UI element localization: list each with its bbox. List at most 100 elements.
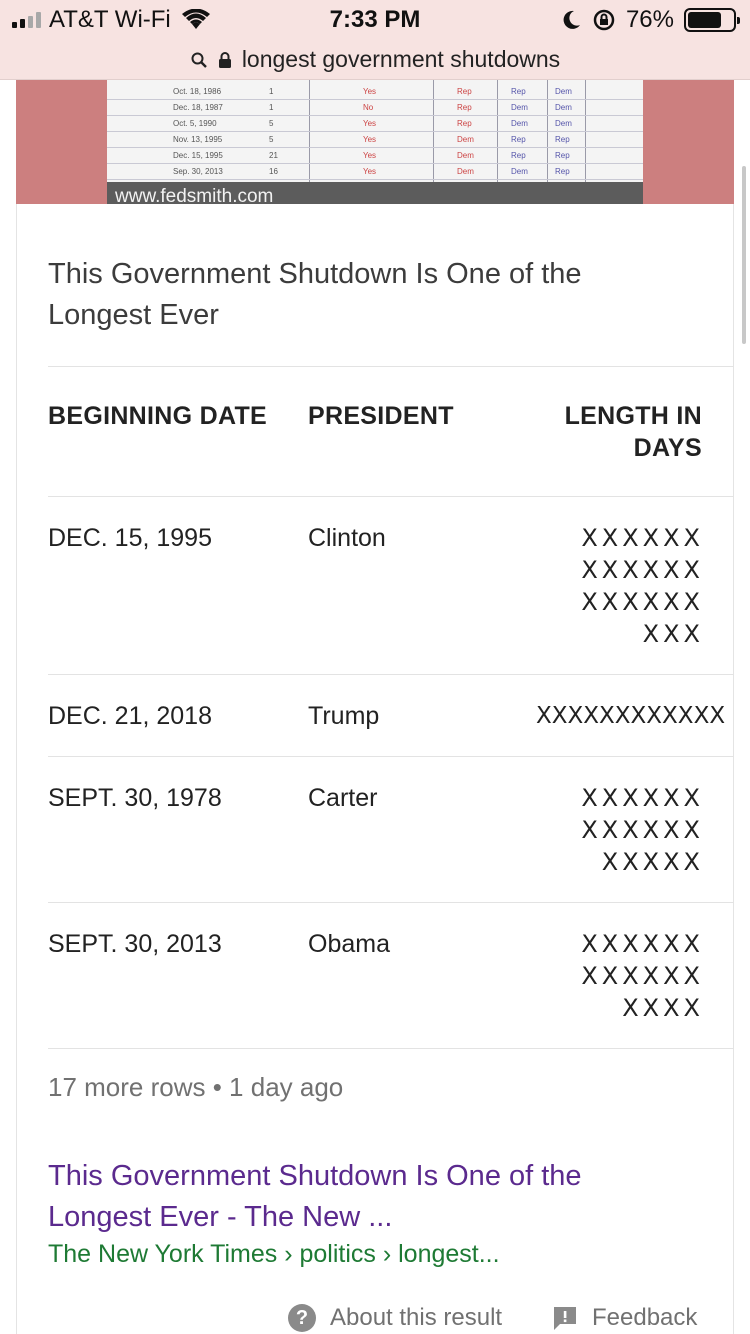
x-line: XXXXXX xyxy=(581,816,704,844)
x-line: XXXXXX xyxy=(581,930,704,958)
signal-icon xyxy=(12,12,41,28)
thumb-cell: Yes xyxy=(363,119,377,128)
row-date: DEC. 21, 2018 xyxy=(48,702,212,730)
url-text: longest government shutdowns xyxy=(241,46,561,72)
status-right: 76% xyxy=(560,6,740,34)
help-icon: ? xyxy=(288,1304,316,1332)
thumb-row: Oct. 5, 1990 5 Yes Rep Dem Dem xyxy=(107,116,643,132)
thumb-cell: Dem xyxy=(511,167,528,176)
divider xyxy=(48,1048,734,1049)
thumb-cell: Rep xyxy=(555,135,570,144)
row-date: DEC. 15, 1995 xyxy=(48,524,212,552)
thumb-cell: Dem xyxy=(555,87,572,96)
thumb-cell: Sep. 30, 2013 xyxy=(173,167,223,176)
thumb-row: Sep. 30, 2013 16 Yes Dem Dem Rep xyxy=(107,164,643,180)
row-president: Clinton xyxy=(308,524,386,552)
thumb-cell: Yes xyxy=(363,135,377,144)
thumb-cell: Rep xyxy=(511,151,526,160)
row-length-clip: XXXXXXXXXXXX xyxy=(536,700,734,732)
x-line: XXXXXX xyxy=(581,588,704,616)
divider xyxy=(48,756,734,757)
x-line: XXXX xyxy=(622,994,704,1022)
url-bar[interactable]: longest government shutdowns xyxy=(0,40,750,80)
thumb-cell: 21 xyxy=(269,151,278,160)
clock: 7:33 PM xyxy=(329,6,421,33)
thumb-cell: Yes xyxy=(363,167,377,176)
thumb-row: Oct. 18, 1986 1 Yes Rep Rep Dem xyxy=(107,84,643,100)
status-left: AT&T Wi-Fi xyxy=(12,6,211,34)
x-line: XXXXX xyxy=(601,848,704,876)
thumb-cell: 5 xyxy=(269,135,274,144)
battery-icon xyxy=(684,8,740,32)
result-image[interactable]: Oct. 18, 1986 1 Yes Rep Rep Dem Dec. 18, 1987 1… xyxy=(16,80,734,204)
thumb-cell: Yes xyxy=(363,87,377,96)
x-line: XXXXXX xyxy=(581,524,704,552)
row-date: SEPT. 30, 1978 xyxy=(48,784,222,812)
row-length-bar: XXXXXX XXXXXX XXXX xyxy=(581,928,704,1024)
thumb-cell: Dem xyxy=(457,167,474,176)
thumb-cell: Dem xyxy=(555,119,572,128)
header-beginning-date: BEGINNING DATE xyxy=(48,402,268,430)
header-length: LENGTH IN DAYS xyxy=(564,402,702,462)
x-line: XXXXXX xyxy=(581,784,704,812)
thumb-row: Nov. 13, 1995 5 Yes Dem Rep Rep xyxy=(107,132,643,148)
thumb-cell: 1 xyxy=(269,87,274,96)
thumb-cell: Yes xyxy=(363,151,377,160)
thumb-cell: Dem xyxy=(555,103,572,112)
divider xyxy=(48,496,734,497)
thumb-cell: Oct. 5, 1990 xyxy=(173,119,217,128)
thumb-row: Dec. 15, 1995 21 Yes Dem Rep Rep xyxy=(107,148,643,164)
header-president: PRESIDENT xyxy=(308,402,454,430)
thumb-cell: 5 xyxy=(269,119,274,128)
thumb-cell: Nov. 13, 1995 xyxy=(173,135,223,144)
row-president: Trump xyxy=(308,702,380,730)
row-length-bar: XXXXXX XXXXXX XXXXX xyxy=(581,782,704,878)
thumb-cell: Rep xyxy=(457,87,472,96)
status-bar: AT&T Wi-Fi 7:33 PM 76% xyxy=(0,0,750,40)
thumb-cell: Dec. 18, 1987 xyxy=(173,103,223,112)
featured-snippet-card xyxy=(16,204,734,1334)
thumb-cell: Rep xyxy=(457,119,472,128)
divider xyxy=(48,674,734,675)
divider xyxy=(48,902,734,903)
result-title-link[interactable]: This Government Shutdown Is One of the L… xyxy=(48,1160,582,1233)
rotation-lock-icon xyxy=(593,9,615,31)
more-rows-link[interactable]: 17 more rows • 1 day ago xyxy=(48,1072,344,1102)
thumb-cell: Rep xyxy=(555,151,570,160)
x-line: XXXXXX xyxy=(581,962,704,990)
thumb-cell: Rep xyxy=(511,87,526,96)
x-line: XXX xyxy=(642,620,704,648)
thumb-cell: Rep xyxy=(457,103,472,112)
thumb-cell: Rep xyxy=(511,135,526,144)
thumb-cell: Dec. 15, 1995 xyxy=(173,151,223,160)
divider xyxy=(48,366,734,367)
thumb-cell: Dem xyxy=(511,103,528,112)
lock-icon xyxy=(218,51,231,68)
row-president: Carter xyxy=(308,784,378,812)
search-icon xyxy=(191,52,207,68)
thumb-cell: 16 xyxy=(269,167,278,176)
about-label: About this result xyxy=(330,1304,503,1331)
table-thumbnail: Oct. 18, 1986 1 Yes Rep Rep Dem Dec. 18, 1987 1… xyxy=(107,80,643,182)
carrier-label: AT&T Wi-Fi xyxy=(49,6,171,33)
result-breadcrumb[interactable]: The New York Times › politics › longest.… xyxy=(48,1240,500,1268)
thumb-row: Dec. 18, 1987 1 No Rep Dem Dem xyxy=(107,100,643,116)
battery-percent: 76% xyxy=(625,6,674,33)
snippet-title: This Government Shutdown Is One of the L… xyxy=(48,258,582,331)
thumb-cell: 1 xyxy=(269,103,274,112)
result-footer: ? About this result Feedback xyxy=(0,1304,750,1334)
about-this-result-button[interactable]: ? About this result xyxy=(288,1304,502,1332)
image-credit: www.fedsmith.com xyxy=(107,182,643,204)
thumb-cell: Dem xyxy=(457,135,474,144)
thumb-cell: No xyxy=(363,103,374,112)
thumb-cell: Dem xyxy=(511,119,528,128)
battery-fill xyxy=(688,12,722,28)
x-line: XXXXXX xyxy=(581,556,704,584)
thumb-cell: Dem xyxy=(457,151,474,160)
moon-icon xyxy=(563,10,580,29)
scrollbar[interactable] xyxy=(742,166,746,344)
feedback-button[interactable]: Feedback xyxy=(552,1304,697,1332)
feedback-label: Feedback xyxy=(592,1304,698,1331)
row-president: Obama xyxy=(308,930,390,958)
feedback-icon xyxy=(554,1307,576,1330)
